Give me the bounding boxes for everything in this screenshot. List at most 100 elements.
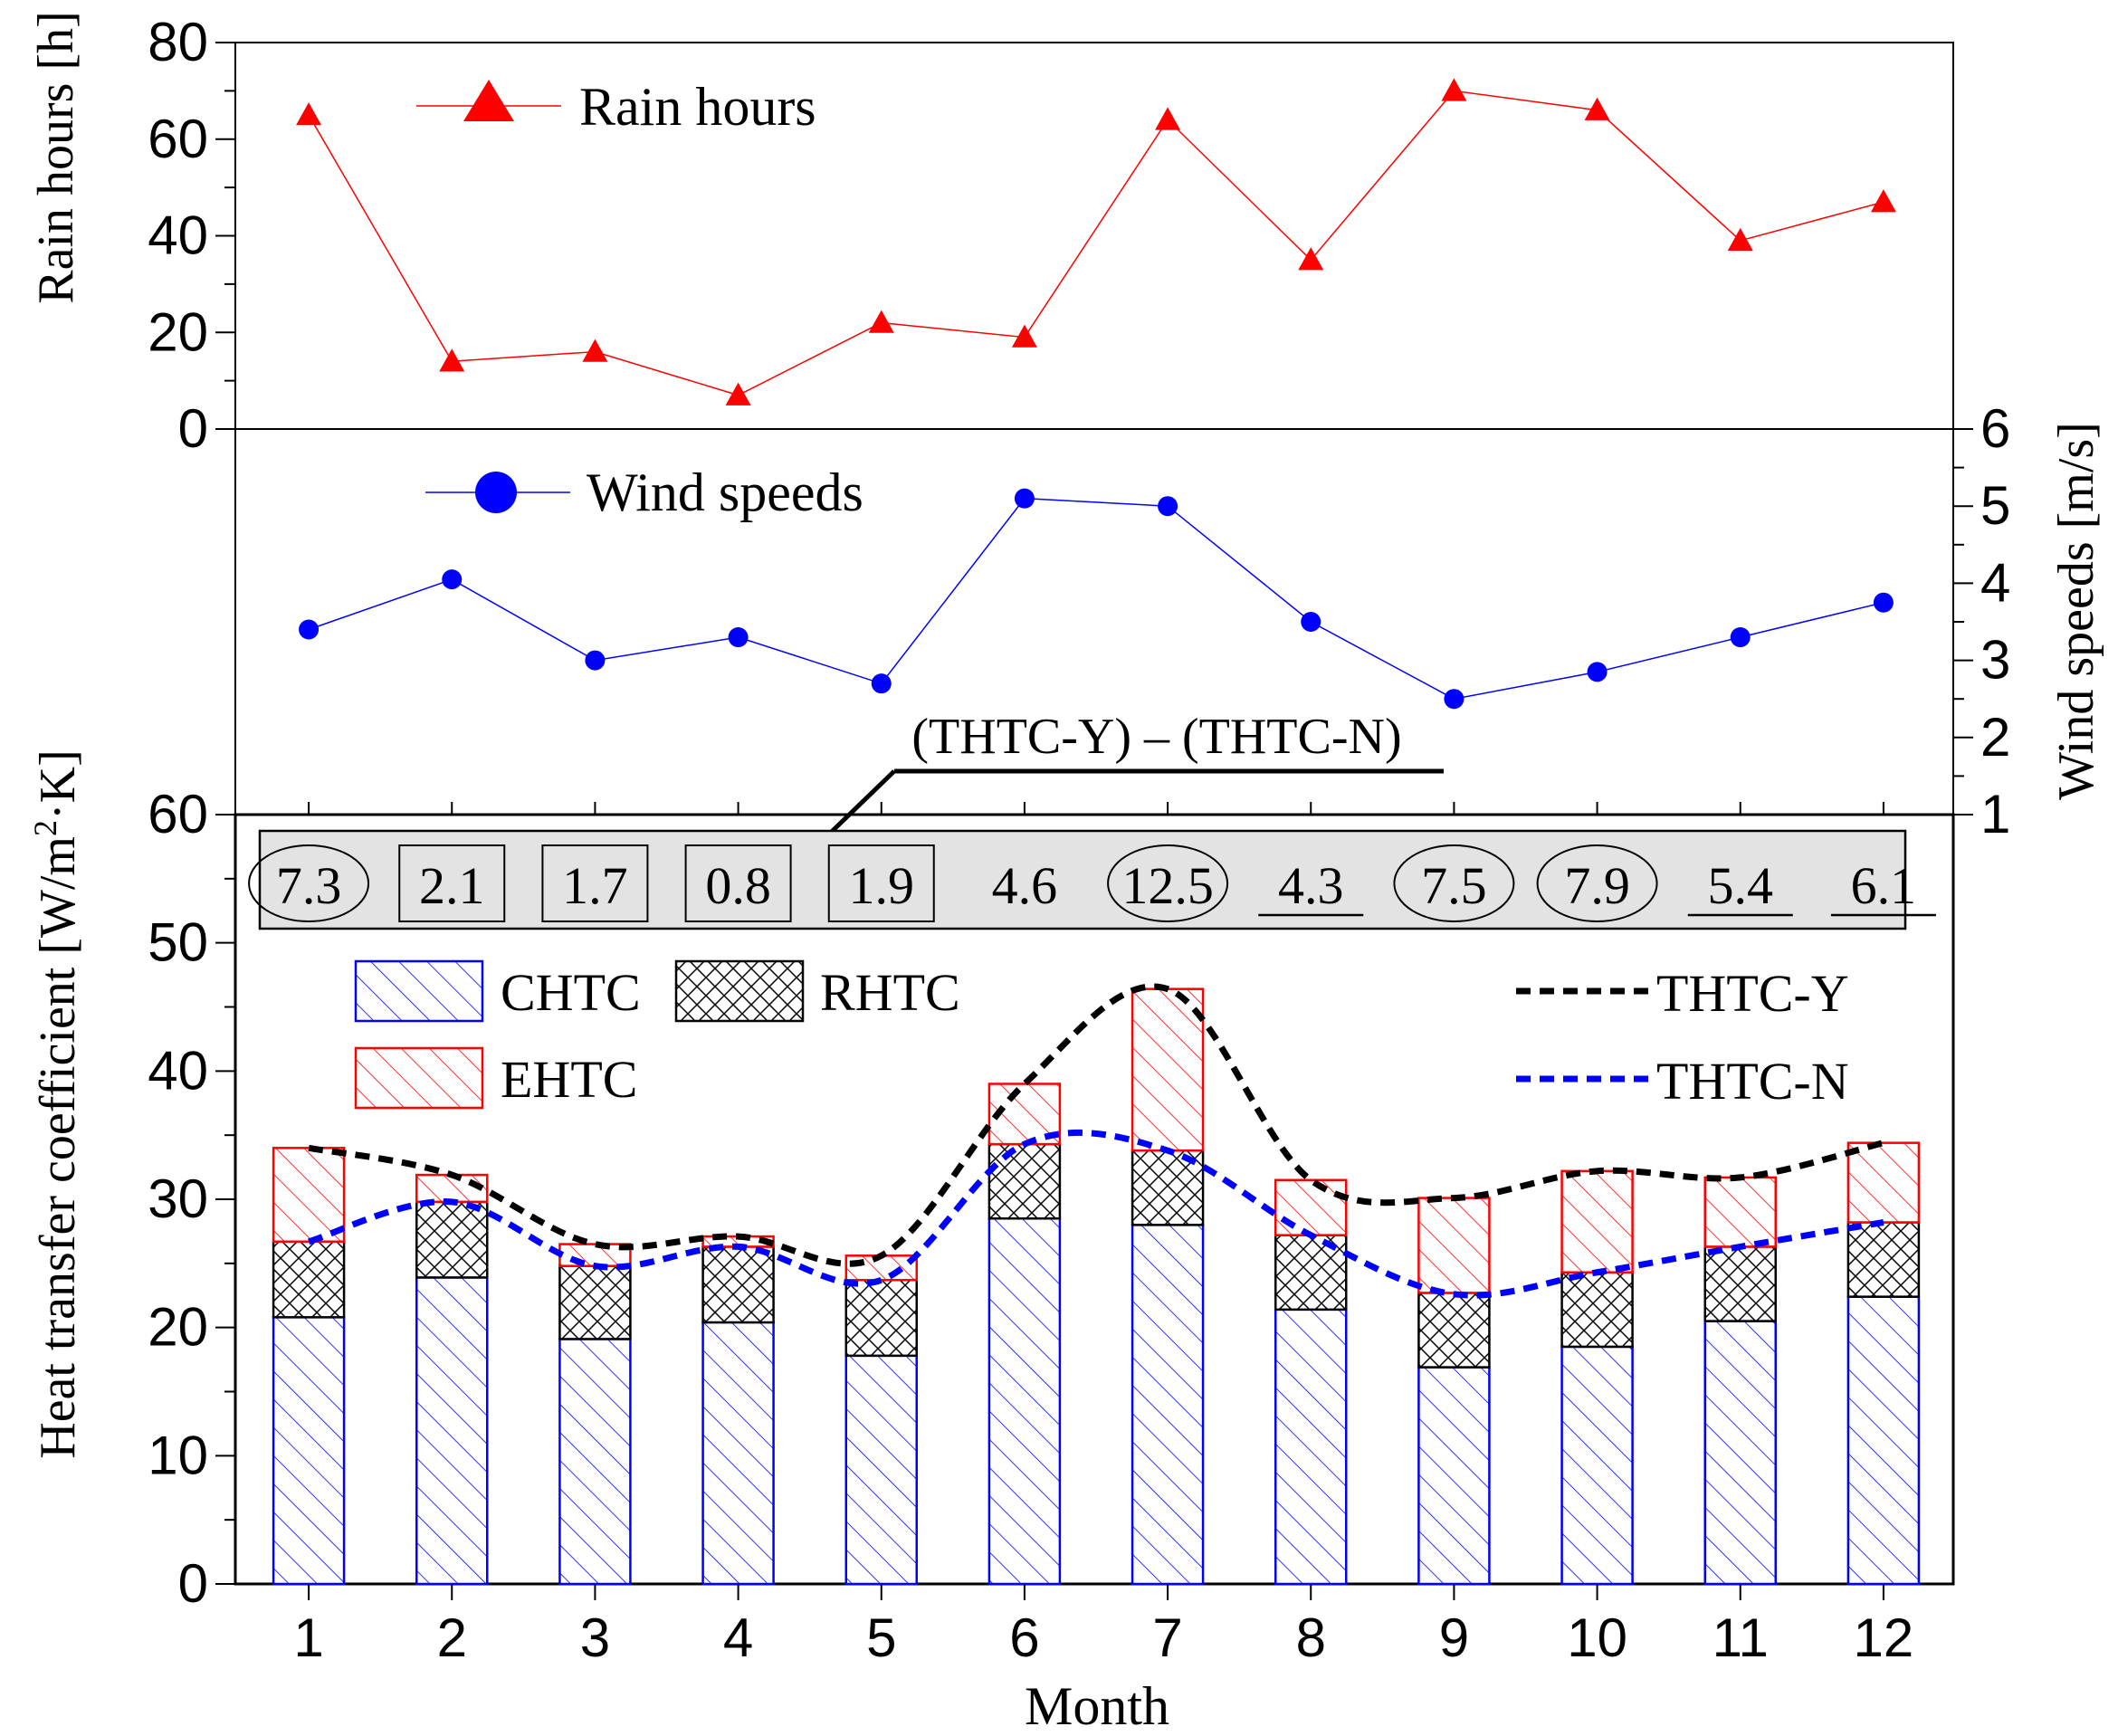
difference-value: 6.1 <box>1851 856 1917 915</box>
rain-hours-marker <box>725 382 751 405</box>
difference-ellipse-mark <box>1536 844 1658 922</box>
htc-y-tick-label: 0 <box>178 1553 208 1614</box>
bar-rhtc <box>987 1142 1062 1220</box>
rain-hours-line <box>308 90 1884 396</box>
bar-ehtc <box>1417 1197 1491 1294</box>
bar-chtc <box>1131 1224 1205 1586</box>
rain-y-tick-label: 80 <box>148 12 208 72</box>
wind-y-tick-label: 6 <box>1980 398 2010 459</box>
x-tick-label: 11 <box>1713 1607 1769 1668</box>
bar-ehtc <box>1560 1169 1634 1274</box>
htc-axis-title-end: ·K] <box>30 749 86 820</box>
bar-chtc <box>1560 1345 1634 1586</box>
rain-hours-marker <box>1155 107 1181 130</box>
x-tick-label: 6 <box>1009 1607 1039 1668</box>
rain-hours-marker <box>1727 227 1753 252</box>
difference-box-mark <box>684 844 792 922</box>
htc-y-tick-label: 60 <box>148 784 208 844</box>
difference-box-mark <box>541 844 649 922</box>
legend-swatch-chtc <box>354 959 484 1023</box>
bar-rhtc <box>415 1200 489 1279</box>
difference-row-panel <box>258 829 1907 930</box>
difference-label: (THTC-Y) – (THTC-N) <box>911 709 1401 765</box>
bar-chtc <box>272 1316 346 1586</box>
rain-hours-marker <box>868 310 894 333</box>
bar-chtc <box>558 1338 632 1586</box>
bar-chtc <box>701 1321 775 1586</box>
wind-speeds-marker <box>442 569 463 590</box>
bar-rhtc <box>558 1264 632 1340</box>
wind-speeds-marker <box>585 650 606 671</box>
difference-value: 7.9 <box>1564 856 1630 915</box>
htc-axis-title-main: Heat transfer coefficient [W/m <box>30 836 86 1459</box>
bar-chtc <box>1417 1366 1491 1586</box>
rain-hours-marker <box>1584 97 1610 120</box>
difference-box-mark <box>827 844 935 922</box>
rain-hours-marker <box>1870 189 1896 213</box>
rain-hours-marker <box>1441 78 1467 101</box>
difference-value: 0.8 <box>705 856 771 915</box>
wind-y-tick-label: 1 <box>1980 784 2010 844</box>
wind-speeds-marker <box>1587 662 1608 682</box>
wind-speeds-marker <box>1730 627 1751 648</box>
legend-label-rhtc: RHTC <box>820 963 960 1022</box>
bar-ehtc <box>272 1147 346 1244</box>
rain-hours-marker <box>1298 247 1324 271</box>
bar-chtc <box>1274 1308 1348 1586</box>
difference-value: 5.4 <box>1708 856 1774 915</box>
x-tick-label: 4 <box>723 1607 753 1668</box>
legend-label-ehtc: EHTC <box>501 1050 637 1109</box>
wind-y-tick-label: 2 <box>1980 707 2010 768</box>
rain-y-tick-label: 20 <box>148 301 208 362</box>
bar-chtc <box>415 1276 489 1586</box>
rain-y-tick-label: 40 <box>148 205 208 266</box>
htc-y-tick-label: 10 <box>148 1425 208 1485</box>
difference-ellipse-mark <box>1107 844 1229 922</box>
difference-box-mark <box>398 844 506 922</box>
difference-value: 4.3 <box>1278 856 1344 915</box>
htc-panel-frame <box>234 813 1955 1586</box>
rain-hours-marker <box>582 339 608 362</box>
difference-value: 1.9 <box>849 856 915 915</box>
wind-speeds-marker <box>1444 689 1464 710</box>
wind-speeds-marker <box>299 619 320 640</box>
bar-rhtc <box>1560 1271 1634 1349</box>
wind-speeds-marker <box>1301 612 1321 632</box>
bar-chtc <box>1703 1320 1777 1586</box>
rain-hours-marker <box>296 102 322 126</box>
x-tick-label: 3 <box>580 1607 610 1668</box>
bar-rhtc <box>1417 1292 1491 1369</box>
htc-axis-title: Heat transfer coefficient [W/m2·K] <box>27 749 86 1458</box>
difference-value: 12.5 <box>1121 856 1214 915</box>
difference-value: 7.3 <box>276 856 342 915</box>
rain-hours-marker <box>1011 324 1037 348</box>
x-tick-label: 1 <box>293 1607 323 1668</box>
x-tick-label: 9 <box>1439 1607 1469 1668</box>
bar-chtc <box>1846 1295 1921 1586</box>
bar-ehtc <box>1846 1141 1921 1224</box>
rain-hours-marker <box>439 348 465 372</box>
bar-ehtc <box>1131 987 1205 1152</box>
x-tick-label: 2 <box>437 1607 467 1668</box>
difference-value: 2.1 <box>419 856 485 915</box>
wind-speeds-marker <box>1873 592 1894 613</box>
rain-legend-label: Rain hours <box>579 77 816 137</box>
rain-legend-marker <box>463 80 514 121</box>
wind-legend-label: Wind speeds <box>587 463 863 522</box>
bar-rhtc <box>844 1279 918 1358</box>
htc-y-tick-label: 40 <box>148 1040 208 1101</box>
line-thtc-n <box>308 1129 1884 1299</box>
htc-y-tick-label: 50 <box>148 912 208 973</box>
wind-speeds-line <box>308 497 1884 700</box>
wind-y-tick-label: 4 <box>1980 552 2010 613</box>
wind-axis-title: Wind speeds [m/s] <box>2048 422 2104 800</box>
rain-axis-title: Rain hours [h] <box>28 11 84 304</box>
legend-label-chtc: CHTC <box>501 963 641 1022</box>
difference-value: 4.6 <box>992 856 1058 915</box>
difference-ellipse-mark <box>248 844 370 922</box>
wind-y-tick-label: 5 <box>1980 475 2010 536</box>
legend-swatch-rhtc <box>674 959 805 1023</box>
x-tick-label: 5 <box>866 1607 896 1668</box>
